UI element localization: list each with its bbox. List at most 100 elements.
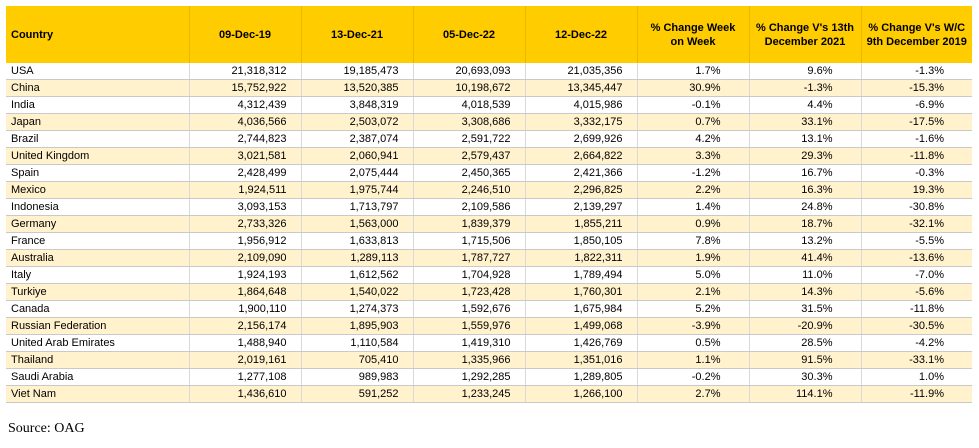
header-date-dec12-2022: 12-Dec-22 [525,6,638,63]
cell-dec05-2022: 2,450,365 [413,164,526,182]
cell-dec12-2022: 1,789,494 [525,266,638,284]
cell-change-vs-2019: -15.3% [861,79,972,97]
cell-dec12-2022: 4,015,986 [525,96,638,114]
cell-dec09-2019: 3,021,581 [189,147,302,165]
cell-change-vs-2019: 1.0% [861,368,972,386]
header-change-week-on-week: % Change Week on Week [637,6,750,63]
cell-change-vs-2019: -30.5% [861,317,972,335]
cell-change-vs-2019: -17.5% [861,113,972,131]
cell-dec09-2019: 1,924,193 [189,266,302,284]
header-change-vs-2021: % Change V's 13th December 2021 [749,6,862,63]
cell-dec12-2022: 1,855,211 [525,215,638,233]
cell-change-wow: 30.9% [637,79,750,97]
cell-change-wow: 0.9% [637,215,750,233]
cell-dec05-2022: 1,787,727 [413,249,526,267]
cell-change-vs-2019: -1.6% [861,130,972,148]
cell-change-vs-2021: 114.1% [749,385,862,403]
capacity-table: Country 09-Dec-19 13-Dec-21 05-Dec-22 12… [6,6,972,403]
cell-country: United Kingdom [6,147,190,165]
cell-dec13-2021: 1,110,584 [301,334,414,352]
cell-change-vs-2021: 9.6% [749,63,862,80]
table-row: Viet Nam 1,436,610 591,252 1,233,245 1,266,1… [6,385,972,403]
cell-dec13-2021: 1,274,373 [301,300,414,318]
table-row: Italy 1,924,193 1,612,562 1,704,928 1,789,49… [6,266,972,284]
cell-change-wow: 7.8% [637,232,750,250]
cell-change-vs-2019: -11.8% [861,147,972,165]
table-row: Brazil 2,744,823 2,387,074 2,591,722 2,699,9… [6,130,972,148]
cell-country: Mexico [6,181,190,199]
cell-change-vs-2021: 33.1% [749,113,862,131]
table-row: Thailand 2,019,161 705,410 1,335,966 1,351,0… [6,351,972,369]
cell-change-wow: -0.1% [637,96,750,114]
cell-dec13-2021: 591,252 [301,385,414,403]
table-row: United Arab Emirates 1,488,940 1,110,584 1,… [6,334,972,352]
cell-dec05-2022: 1,292,285 [413,368,526,386]
cell-dec09-2019: 4,312,439 [189,96,302,114]
cell-change-vs-2019: -7.0% [861,266,972,284]
cell-change-vs-2019: 19.3% [861,181,972,199]
table-body: USA 21,318,312 19,185,473 20,693,093 21,035,… [6,63,972,403]
header-country: Country [6,6,190,63]
cell-dec13-2021: 1,563,000 [301,215,414,233]
source-note: Source: OAG [8,421,85,436]
cell-change-vs-2021: 41.4% [749,249,862,267]
cell-dec05-2022: 1,839,379 [413,215,526,233]
cell-country: Australia [6,249,190,267]
cell-dec05-2022: 1,233,245 [413,385,526,403]
table-row: Germany 2,733,326 1,563,000 1,839,379 1,855,… [6,215,972,233]
cell-change-wow: -1.2% [637,164,750,182]
cell-dec05-2022: 1,335,966 [413,351,526,369]
cell-change-wow: 2.7% [637,385,750,403]
cell-change-vs-2021: 13.2% [749,232,862,250]
cell-dec09-2019: 2,156,174 [189,317,302,335]
cell-change-vs-2021: 16.7% [749,164,862,182]
cell-dec09-2019: 1,956,912 [189,232,302,250]
cell-change-vs-2021: 91.5% [749,351,862,369]
cell-change-wow: 0.5% [637,334,750,352]
cell-dec13-2021: 2,503,072 [301,113,414,131]
table-row: Spain 2,428,499 2,075,444 2,450,365 2,421,36… [6,164,972,182]
cell-dec12-2022: 3,332,175 [525,113,638,131]
cell-dec12-2022: 21,035,356 [525,63,638,80]
cell-dec12-2022: 2,664,822 [525,147,638,165]
cell-dec13-2021: 1,633,813 [301,232,414,250]
cell-dec05-2022: 1,559,976 [413,317,526,335]
cell-dec09-2019: 1,277,108 [189,368,302,386]
cell-country: Canada [6,300,190,318]
cell-change-vs-2019: -11.9% [861,385,972,403]
cell-change-vs-2019: -0.3% [861,164,972,182]
cell-dec13-2021: 2,075,444 [301,164,414,182]
cell-change-wow: 5.0% [637,266,750,284]
cell-dec09-2019: 2,428,499 [189,164,302,182]
cell-dec09-2019: 3,093,153 [189,198,302,216]
table-row: Japan 4,036,566 2,503,072 3,308,686 3,332,17… [6,113,972,131]
cell-country: USA [6,63,190,80]
cell-dec13-2021: 1,289,113 [301,249,414,267]
table-row: France 1,956,912 1,633,813 1,715,506 1,850,1… [6,232,972,250]
header-date-2021: 13-Dec-21 [301,6,414,63]
table-row: India 4,312,439 3,848,319 4,018,539 4,015,98… [6,96,972,114]
table-row: Saudi Arabia 1,277,108 989,983 1,292,285 1,2… [6,368,972,386]
cell-change-vs-2019: -6.9% [861,96,972,114]
cell-change-vs-2021: -20.9% [749,317,862,335]
table-row: Russian Federation 2,156,174 1,895,903 1,55… [6,317,972,335]
cell-dec09-2019: 21,318,312 [189,63,302,80]
cell-dec12-2022: 1,760,301 [525,283,638,301]
cell-change-wow: -0.2% [637,368,750,386]
cell-country: Brazil [6,130,190,148]
cell-change-vs-2019: -5.6% [861,283,972,301]
cell-change-wow: 1.9% [637,249,750,267]
cell-dec12-2022: 2,296,825 [525,181,638,199]
cell-change-vs-2021: 29.3% [749,147,862,165]
cell-country: Spain [6,164,190,182]
cell-dec13-2021: 19,185,473 [301,63,414,80]
cell-dec13-2021: 1,540,022 [301,283,414,301]
cell-change-vs-2021: 24.8% [749,198,862,216]
table-row: Indonesia 3,093,153 1,713,797 2,109,586 2,13… [6,198,972,216]
cell-change-vs-2019: -30.8% [861,198,972,216]
cell-change-wow: 1.4% [637,198,750,216]
cell-dec12-2022: 1,351,016 [525,351,638,369]
cell-dec05-2022: 4,018,539 [413,96,526,114]
cell-dec12-2022: 1,499,068 [525,317,638,335]
cell-change-vs-2021: 31.5% [749,300,862,318]
